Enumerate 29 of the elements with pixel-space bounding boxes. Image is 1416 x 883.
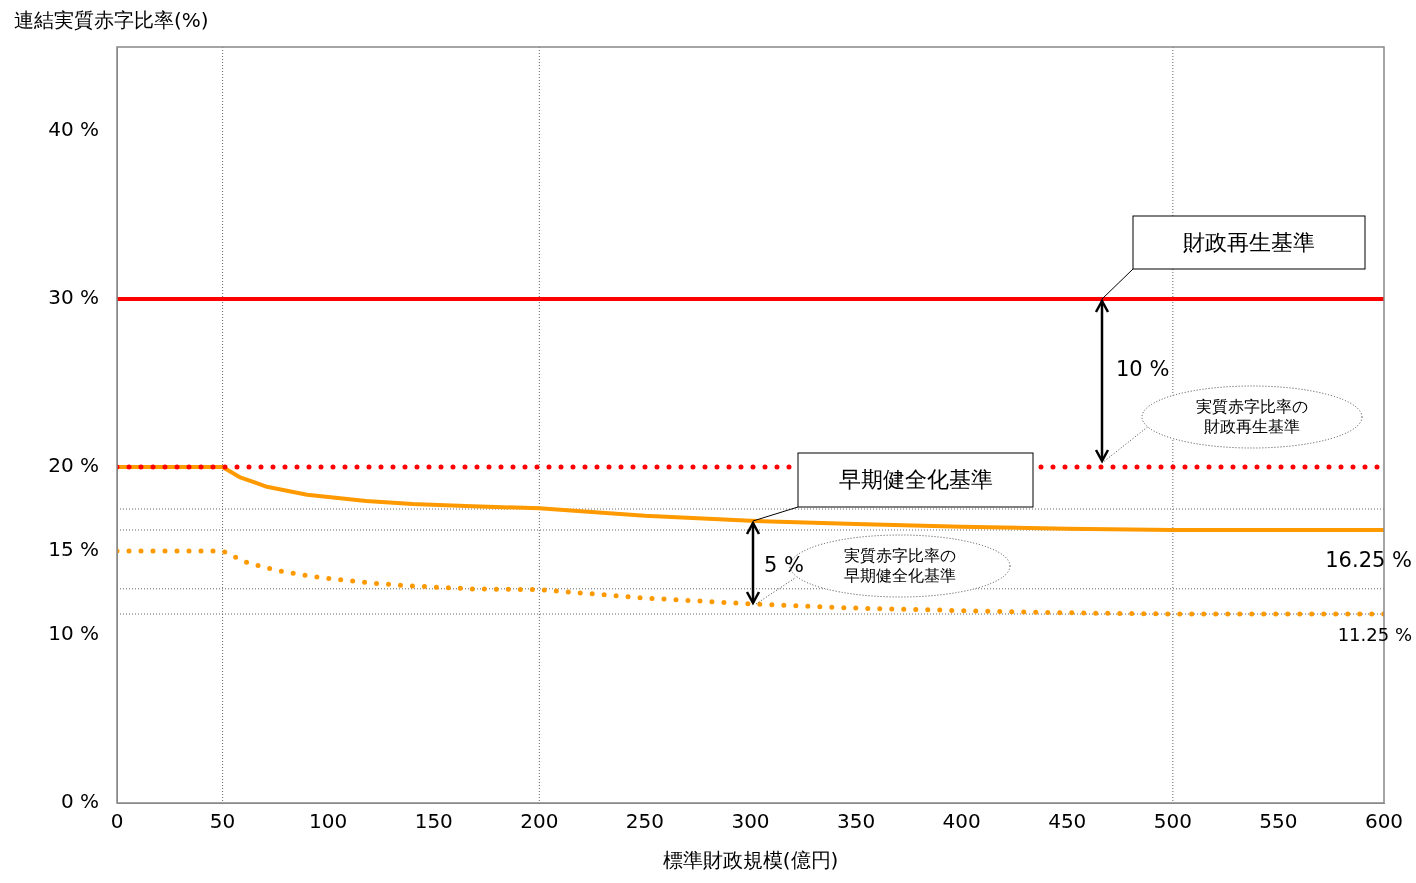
x-tick-label: 550	[1259, 809, 1298, 834]
x-tick-label: 300	[731, 809, 770, 834]
x-tick-label: 450	[1048, 809, 1087, 834]
annotation: 16.25 %	[1325, 546, 1412, 574]
annotation: 10 %	[1116, 355, 1170, 383]
y-tick-label: 30 %	[48, 285, 99, 310]
annotation: 早期健全化基準	[838, 466, 993, 494]
x-tick-label: 500	[1153, 809, 1192, 834]
x-tick-label: 350	[836, 809, 876, 834]
x-tick-label: 100	[309, 809, 348, 834]
y-tick-label: 40 %	[48, 117, 99, 142]
x-tick-label: 150	[414, 809, 453, 834]
x-tick-label: 0	[110, 809, 124, 834]
y-axis-title: 連結実質赤字比率(%)	[14, 8, 209, 33]
annotation: 実質赤字比率の早期健全化基準	[843, 546, 957, 586]
annotation: 11.25 %	[1337, 623, 1412, 647]
y-tick-label: 10 %	[48, 621, 99, 646]
x-tick-label: 600	[1364, 809, 1404, 834]
annotation: 財政再生基準	[1183, 228, 1315, 257]
x-axis-title: 標準財政規模(億円)	[662, 848, 839, 873]
annotation: 5 %	[764, 551, 804, 579]
y-tick-label: 15 %	[48, 537, 99, 562]
x-tick-label: 250	[625, 809, 665, 834]
x-tick-label: 400	[942, 809, 981, 834]
x-tick-label: 200	[520, 809, 559, 834]
x-tick-label: 50	[209, 809, 236, 834]
y-tick-label: 20 %	[48, 453, 99, 478]
annotation: 実質赤字比率の財政再生基準	[1195, 397, 1309, 437]
y-tick-label: 0 %	[60, 789, 99, 814]
